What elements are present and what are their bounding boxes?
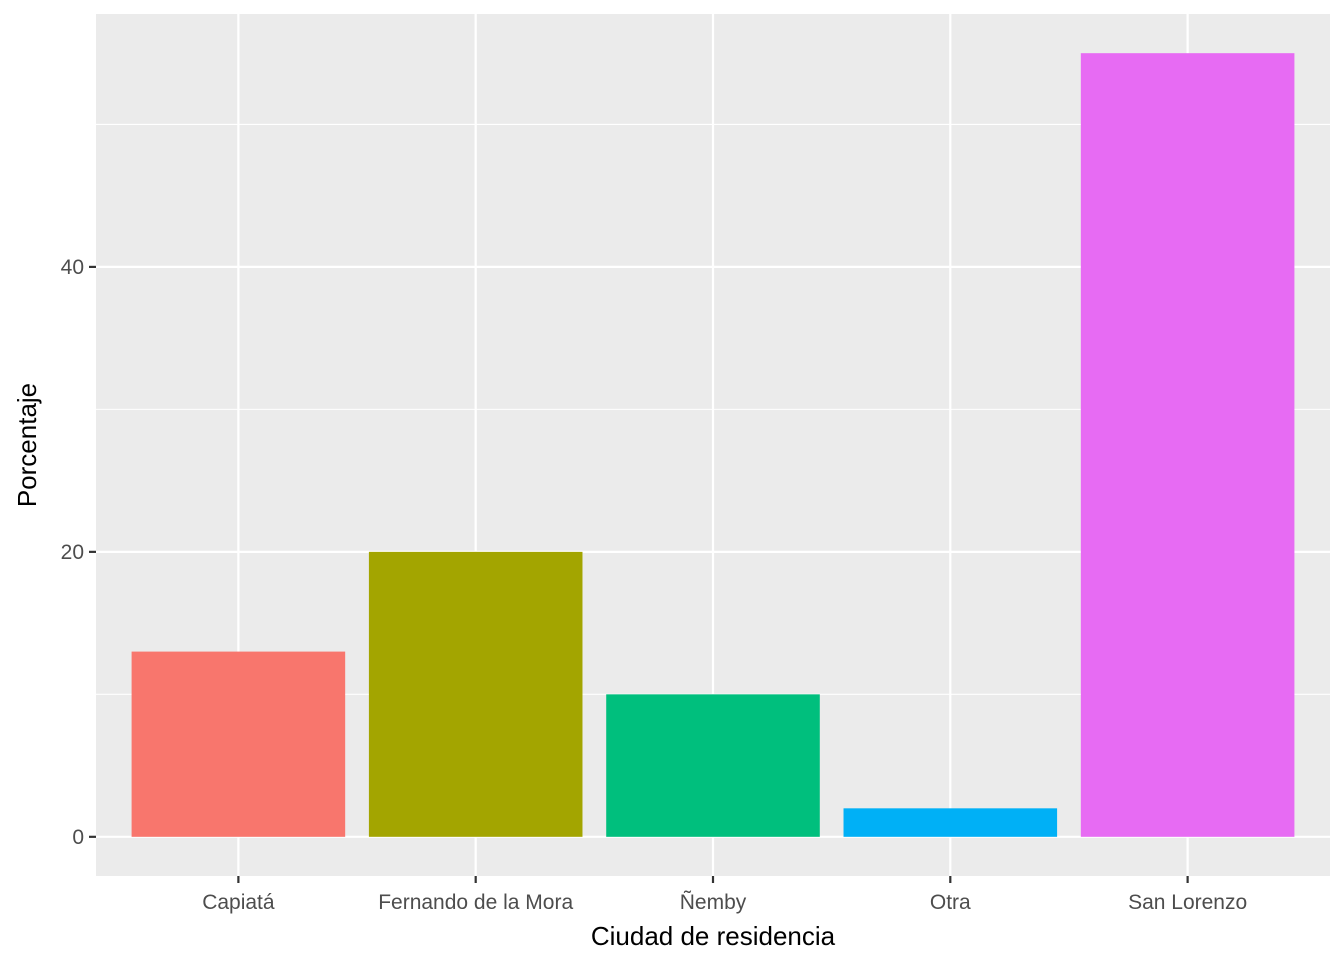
y-tick-label-2: 40	[61, 256, 84, 279]
bars	[131, 53, 1295, 837]
bar-3	[843, 808, 1058, 837]
bar-2	[606, 694, 820, 837]
axes: 0 20 40 Capiatá Fernando de la Mora Ñemby Otra…	[61, 256, 1248, 914]
x-tick-label-3: Otra	[930, 891, 971, 914]
x-tick-label-1: Fernando de la Mora	[378, 891, 573, 914]
x-tick-label-0: Capiatá	[202, 891, 275, 914]
bar-0	[131, 651, 346, 837]
x-tick-label-4: San Lorenzo	[1128, 891, 1247, 914]
x-axis-title: Ciudad de residencia	[591, 921, 836, 951]
y-tick-label-0: 0	[72, 826, 84, 849]
x-tick-label-2: Ñemby	[680, 890, 747, 914]
bar-1	[368, 551, 583, 837]
y-axis-title: Porcentaje	[12, 383, 42, 507]
bar-4	[1080, 53, 1295, 837]
y-tick-label-1: 20	[61, 541, 84, 564]
